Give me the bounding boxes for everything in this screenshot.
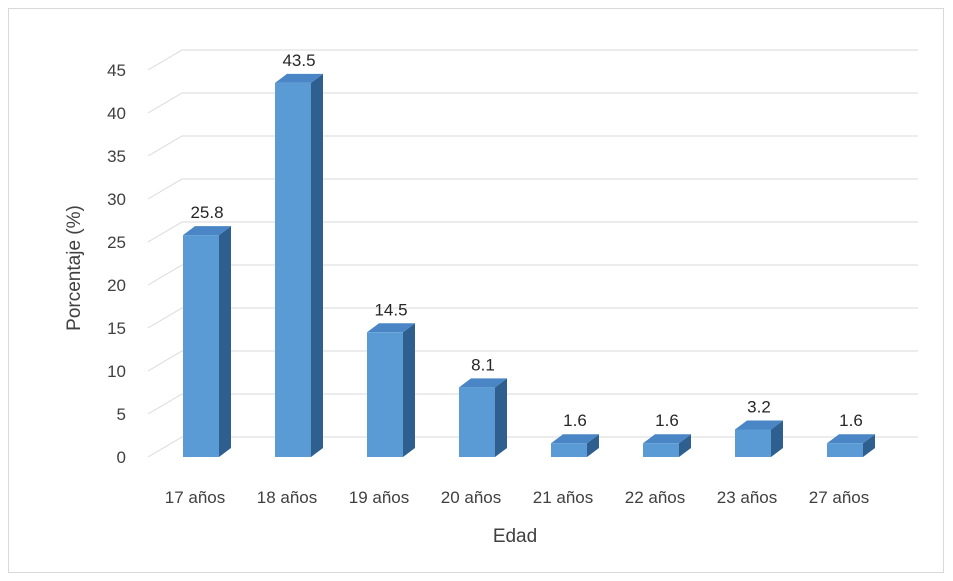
gridline-15 [147, 307, 918, 329]
bar-side [495, 378, 507, 457]
x-tick-label: 23 años [717, 488, 778, 507]
y-axis-title: Porcentaje (%) [64, 205, 85, 331]
bars [183, 73, 875, 458]
x-axis-ticks: 17 años 18 años 19 años 20 años 21 años 22 añ… [165, 488, 870, 507]
bar-front [643, 443, 679, 457]
gridline-10 [147, 350, 918, 372]
x-tick-label: 21 años [533, 488, 594, 507]
data-label: 1.6 [839, 411, 863, 430]
y-tick-label: 20 [107, 276, 126, 295]
bar-top [551, 434, 599, 444]
x-tick-label: 17 años [165, 488, 226, 507]
bar-front [827, 443, 863, 457]
x-tick-label: 27 años [809, 488, 870, 507]
data-label: 8.1 [471, 355, 495, 374]
y-tick-label: 25 [107, 233, 126, 252]
bar-front [275, 82, 311, 458]
gridline-30 [147, 178, 918, 200]
data-label: 1.6 [655, 411, 679, 430]
data-label: 25.8 [190, 203, 223, 222]
data-label: 14.5 [374, 300, 407, 319]
y-tick-label: 30 [107, 190, 126, 209]
gridline-45 [147, 49, 918, 71]
bar-27-años [827, 434, 875, 457]
bar-side [587, 434, 599, 457]
bar-top [735, 420, 783, 430]
gridlines [147, 49, 918, 458]
bar-top [275, 73, 323, 83]
gridline-25 [147, 221, 918, 243]
data-label: 43.5 [282, 51, 315, 70]
bar-23-años [735, 420, 783, 457]
bar-front [367, 332, 403, 457]
bar-top [459, 378, 507, 388]
x-tick-label: 20 años [441, 488, 502, 507]
bar-22-años [643, 434, 691, 457]
data-labels: 25.8 43.5 14.5 8.1 1.6 1.6 3.2 1.6 [190, 51, 862, 430]
bar-19-años [367, 323, 415, 457]
bar-top [643, 434, 691, 444]
y-tick-label: 35 [107, 147, 126, 166]
bar-17-años [183, 226, 231, 457]
data-label: 1.6 [563, 411, 587, 430]
y-tick-label: 5 [117, 405, 126, 424]
y-tick-label: 45 [107, 61, 126, 80]
x-tick-label: 22 años [625, 488, 686, 507]
bar-side [403, 323, 415, 457]
bar-18-años [275, 73, 323, 458]
chart-frame [8, 8, 944, 573]
bar-top [827, 434, 875, 444]
y-tick-label: 0 [117, 448, 126, 467]
bar-front [735, 429, 771, 457]
gridline-20 [147, 264, 918, 286]
bar-front [551, 443, 587, 457]
bar-20-años [459, 378, 507, 457]
y-axis-ticks: 0 5 10 15 20 25 30 35 40 45 [107, 61, 126, 467]
x-axis-title: Edad [493, 526, 537, 547]
bar-side [771, 420, 783, 457]
bar-top [367, 323, 415, 333]
bar-21-años [551, 434, 599, 457]
gridline-40 [147, 92, 918, 114]
bar-side [311, 73, 323, 458]
bar-front [183, 235, 219, 457]
gridline-5 [147, 393, 918, 415]
x-tick-label: 18 años [257, 488, 318, 507]
bar-front [459, 387, 495, 457]
gridline-0 [147, 436, 918, 458]
bar-side [219, 226, 231, 457]
data-label: 3.2 [747, 397, 771, 416]
bar-side [863, 434, 875, 457]
y-tick-label: 15 [107, 319, 126, 338]
y-tick-label: 10 [107, 362, 126, 381]
gridline-35 [147, 135, 918, 157]
y-tick-label: 40 [107, 104, 126, 123]
bar-side [679, 434, 691, 457]
x-tick-label: 19 años [349, 488, 410, 507]
bar-top [183, 226, 231, 236]
